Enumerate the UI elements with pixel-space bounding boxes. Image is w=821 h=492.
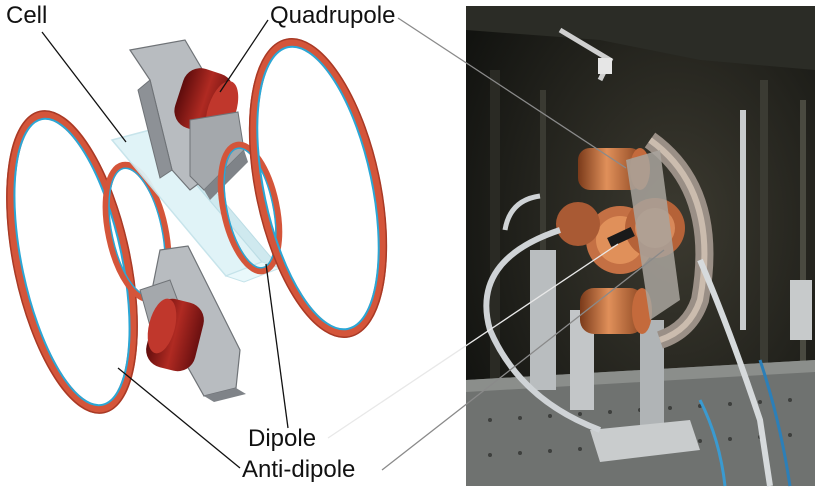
quadrupole-magnet-lower [139, 245, 246, 402]
dipole-label: Dipole [248, 425, 317, 452]
anti-dipole-coil-right [248, 38, 388, 338]
quadrupole-leader-photo [397, 17, 627, 169]
cell-label: Cell [6, 2, 48, 29]
quadrupole-leader-schematic [219, 19, 269, 93]
schematic-illustration [6, 38, 388, 414]
dipole-leader-photo [327, 243, 619, 439]
anti-dipole-leader-photo [381, 249, 665, 471]
quadrupole-label: Quadrupole [270, 2, 396, 29]
anti-dipole-label: Anti-dipole [242, 456, 356, 483]
quadrupole-magnet-upper [128, 39, 248, 200]
leader-lines [41, 17, 665, 471]
cell-leader [41, 31, 127, 143]
apparatus-photo [466, 6, 815, 487]
anti-dipole-coil-left [6, 110, 138, 414]
dipole-coil-right [217, 141, 283, 275]
dipole-leader-schematic [265, 263, 289, 429]
photo-coil-bottom [580, 288, 652, 334]
anti-dipole-leader-schematic [117, 367, 241, 469]
